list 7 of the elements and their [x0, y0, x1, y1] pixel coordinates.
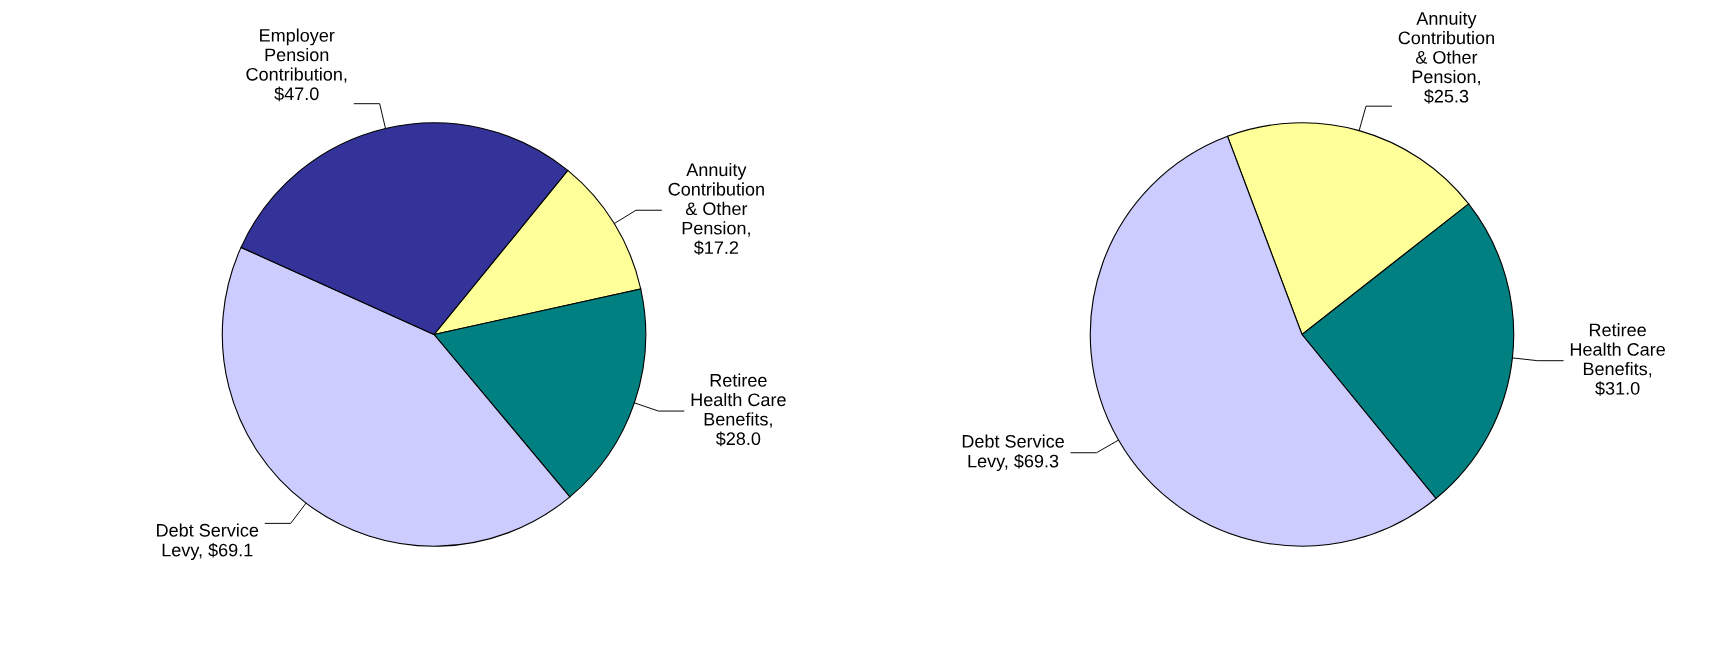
slice-label: Retiree Health Care Benefits, $28.0 — [691, 373, 786, 447]
slice-label: Debt Service Levy, $69.3 — [962, 434, 1064, 472]
slice-label: Annuity Contribution & Other Pension, $25.3 — [1398, 11, 1494, 104]
slice-label: Annuity Contribution & Other Pension, $17.2 — [668, 162, 764, 256]
slice-label: Debt Service Levy, $69.1 — [157, 523, 259, 561]
slice-label: Retiree Health Care Benefits, $31.0 — [1570, 323, 1665, 396]
slice-label: Employer Pension Contribution, $47.0 — [246, 28, 347, 102]
